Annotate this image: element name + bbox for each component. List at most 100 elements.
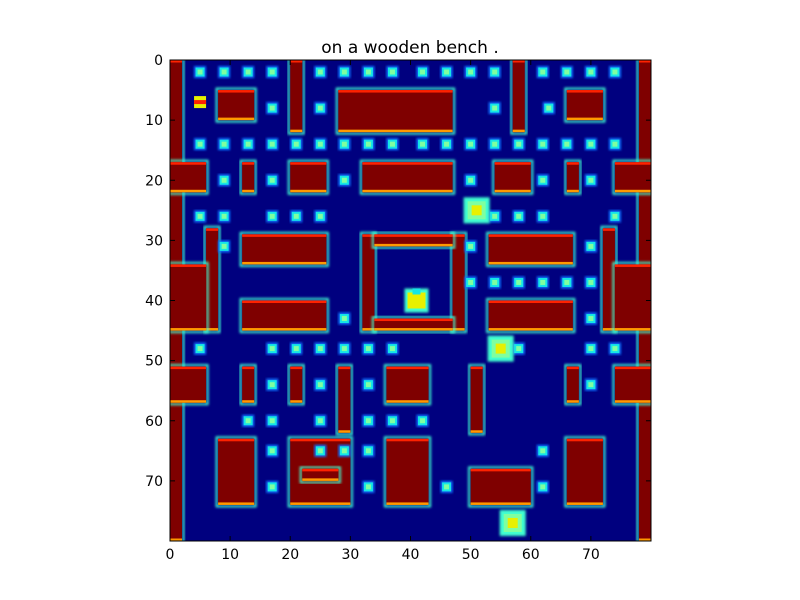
wall-glow [492, 159, 534, 195]
wall-edge-bottom [614, 400, 651, 403]
ghost-core [471, 205, 482, 216]
wall-edge-bottom [494, 189, 531, 193]
pellet-core [269, 382, 275, 388]
pellet-core [221, 69, 227, 75]
pellet [362, 66, 375, 79]
wall-edge-bottom [290, 189, 327, 193]
wall-block [287, 364, 305, 406]
pellet [242, 414, 255, 427]
wall-fill [362, 234, 375, 331]
pellet [488, 138, 501, 151]
pellet [362, 444, 375, 457]
pellet [314, 342, 327, 355]
wall-edge-top [374, 234, 453, 237]
wall-glow [287, 436, 353, 508]
wall-block [564, 436, 606, 508]
wall-block [468, 466, 534, 508]
pellet-core [341, 177, 347, 183]
wall-block [383, 364, 432, 406]
pellet-core [492, 69, 498, 75]
pellet-core [516, 346, 522, 352]
wall-edge-top [614, 264, 651, 267]
wall-fill [614, 264, 651, 331]
pellet-core [365, 418, 371, 424]
y-tick-label: 40 [145, 294, 163, 310]
wall-fill [242, 162, 255, 193]
pellet-core [365, 382, 371, 388]
wall-block [510, 60, 528, 135]
wall-edge-top [470, 468, 531, 472]
pellet-core [197, 346, 203, 352]
wall-edge-top [170, 60, 183, 63]
pellet [536, 66, 549, 79]
pellet-core [612, 213, 618, 219]
wall-fill [494, 162, 531, 193]
wall-edge-top [512, 60, 525, 63]
wall-fill [488, 234, 573, 265]
pellet-core [389, 69, 395, 75]
x-tick-label: 20 [281, 547, 299, 563]
pellet [536, 174, 549, 187]
pellet [218, 66, 231, 79]
pellet [338, 138, 351, 151]
wall-glow [215, 87, 257, 123]
pellet-core [516, 141, 522, 147]
pellet-core [612, 141, 618, 147]
pellet [584, 240, 597, 253]
wall-fill [470, 468, 531, 505]
wall-glow [170, 364, 209, 406]
pellet-core [317, 418, 323, 424]
wall-glow [239, 231, 329, 267]
pellet [464, 276, 477, 289]
pellet-core [197, 141, 203, 147]
pellet [440, 66, 453, 79]
wall-glow [239, 159, 257, 195]
pellet [584, 312, 597, 325]
wall-edge-top [386, 366, 429, 370]
pellet-core [317, 346, 323, 352]
pellet-core [341, 346, 347, 352]
walls-layer [170, 60, 651, 541]
pellet-core [564, 141, 570, 147]
wall-edge-bottom [242, 328, 327, 331]
pellet-core [468, 177, 474, 183]
pellet [362, 138, 375, 151]
pellet [194, 66, 207, 79]
wall-edge-top [488, 234, 573, 237]
pellet-core [420, 69, 426, 75]
wall-glow [371, 231, 456, 249]
wall-edge-bottom [386, 502, 429, 505]
pellet-core [612, 346, 618, 352]
wall-edge-bottom [488, 328, 573, 331]
wall-fill [242, 234, 327, 265]
wall-fill [170, 162, 207, 193]
pacman-body [407, 292, 426, 309]
wall-glow [486, 298, 576, 334]
wall-fill [470, 366, 483, 433]
wall-glow [170, 261, 209, 334]
pellet [314, 444, 327, 457]
wall-edge-bottom [242, 400, 255, 403]
x-tick-label: 50 [462, 547, 480, 563]
x-tick-label: 30 [341, 547, 359, 563]
wall-edge-bottom [290, 502, 351, 505]
pellet [218, 138, 231, 151]
wall-edge-top [362, 234, 375, 237]
wall-edge-top [374, 318, 453, 322]
pellet [416, 414, 429, 427]
pellet-core [516, 213, 522, 219]
wall-fill [170, 264, 207, 331]
y-tick-label: 50 [145, 354, 163, 370]
pellet [608, 342, 621, 355]
wall-block [170, 159, 209, 195]
wall-fill [566, 438, 603, 505]
ghost-sprite [487, 335, 514, 362]
pellet-core [341, 448, 347, 454]
pellet-core [588, 316, 594, 322]
wall-glow [612, 364, 651, 406]
pellet-core [516, 279, 522, 285]
wall-glow [335, 364, 353, 436]
pellet-core [269, 346, 275, 352]
pellet [266, 444, 279, 457]
